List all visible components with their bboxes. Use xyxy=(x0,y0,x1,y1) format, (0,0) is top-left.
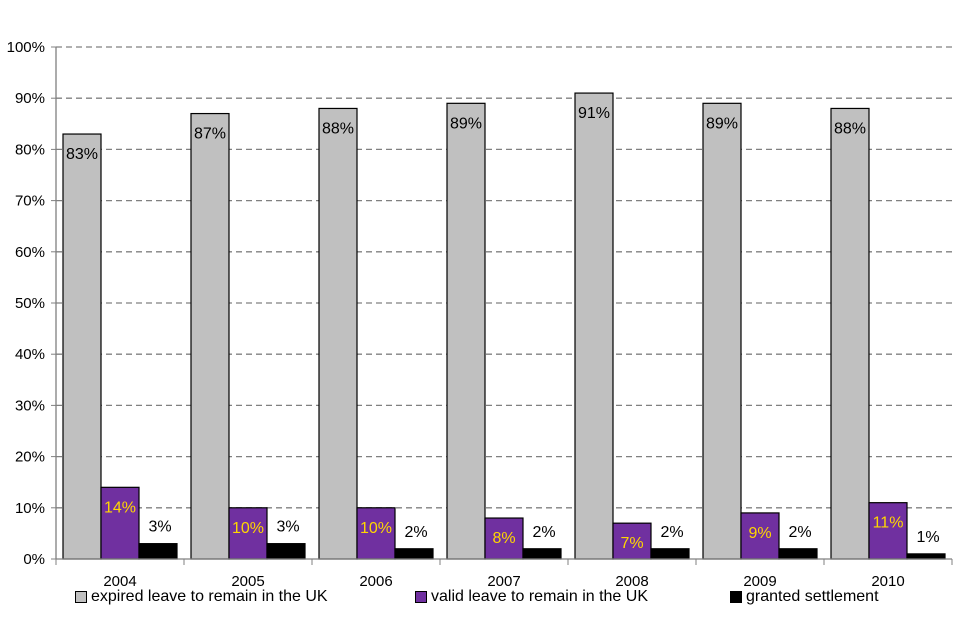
bar-settlement xyxy=(394,548,434,560)
bar-valid xyxy=(356,507,396,560)
bar-settlement xyxy=(522,548,562,560)
data-label: 10% xyxy=(232,520,264,537)
y-tick-label: 0% xyxy=(23,551,45,568)
y-tick-label: 10% xyxy=(15,500,45,517)
x-tick-label: 2008 xyxy=(615,573,648,590)
data-label: 88% xyxy=(322,120,354,137)
legend-item-valid: valid leave to remain in the UK xyxy=(415,588,648,606)
data-label: 89% xyxy=(450,115,482,132)
y-tick-label: 90% xyxy=(15,90,45,107)
bars xyxy=(62,92,946,560)
data-labels: 83% 14% 3% 87% 10% 3% 88% 10% 2% 89% 8% 2% 91% 7% 2% 89… xyxy=(66,105,940,552)
legend-item-expired: expired leave to remain in the UK xyxy=(75,588,328,606)
data-label: 89% xyxy=(706,115,738,132)
data-label: 3% xyxy=(276,519,299,536)
data-label: 3% xyxy=(148,519,171,536)
data-label: 14% xyxy=(104,499,136,516)
data-label: 11% xyxy=(873,515,904,532)
y-tick-label: 50% xyxy=(15,295,45,312)
bar-valid xyxy=(228,507,268,560)
data-label: 7% xyxy=(620,535,643,552)
legend-label-expired: expired leave to remain in the UK xyxy=(91,588,328,605)
bar-expired xyxy=(574,92,614,560)
data-label: 1% xyxy=(916,529,939,546)
data-label: 2% xyxy=(532,524,555,541)
x-tick-label: 2005 xyxy=(231,573,264,590)
bar-valid xyxy=(612,522,652,560)
data-label: 10% xyxy=(360,520,392,537)
y-tick-label: 20% xyxy=(15,449,45,466)
data-label: 91% xyxy=(578,105,610,122)
x-tick-label: 2010 xyxy=(871,573,904,590)
y-tick-label: 30% xyxy=(15,397,45,414)
bar-valid xyxy=(868,502,908,560)
x-tick-label: 2009 xyxy=(743,573,776,590)
gridlines xyxy=(56,46,952,509)
legend-swatch-expired xyxy=(75,591,87,603)
legend-label-settlement: granted settlement xyxy=(746,588,879,605)
x-tick-label: 2006 xyxy=(359,573,392,590)
y-tick-label: 100% xyxy=(7,39,45,56)
bar-expired xyxy=(62,133,102,560)
y-tick-label: 40% xyxy=(15,346,45,363)
data-label: 2% xyxy=(404,524,427,541)
legend-swatch-valid xyxy=(415,591,427,603)
data-label: 2% xyxy=(660,524,683,541)
bar-expired xyxy=(446,102,486,560)
bar-settlement xyxy=(650,548,690,560)
x-tick-label: 2007 xyxy=(487,573,520,590)
y-tick-label: 60% xyxy=(15,244,45,261)
bar-settlement xyxy=(906,553,946,560)
legend-swatch-settlement xyxy=(730,591,742,603)
bar-settlement xyxy=(778,548,818,560)
bar-expired xyxy=(702,102,742,560)
data-label: 2% xyxy=(788,524,811,541)
bar-expired xyxy=(830,107,870,560)
data-label: 9% xyxy=(748,525,771,542)
bar-valid xyxy=(100,486,140,560)
legend-label-valid: valid leave to remain in the UK xyxy=(431,588,648,605)
axes: 0% 10% 20% 30% 40% 50% 60% 70% 80% 90% 100% 2004 200… xyxy=(7,39,953,590)
bar-settlement xyxy=(138,543,178,560)
data-label: 8% xyxy=(492,530,515,547)
y-tick-label: 80% xyxy=(15,141,45,158)
x-tick-label: 2004 xyxy=(103,573,136,590)
y-tick-label: 70% xyxy=(15,193,45,210)
bar-expired xyxy=(190,112,230,560)
data-label: 87% xyxy=(194,126,226,143)
bar-settlement xyxy=(266,543,306,560)
legend: expired leave to remain in the UK valid … xyxy=(70,588,950,610)
bar-expired xyxy=(318,107,358,560)
data-label: 83% xyxy=(66,146,98,163)
legend-item-settlement: granted settlement xyxy=(730,588,879,606)
data-label: 88% xyxy=(834,120,866,137)
